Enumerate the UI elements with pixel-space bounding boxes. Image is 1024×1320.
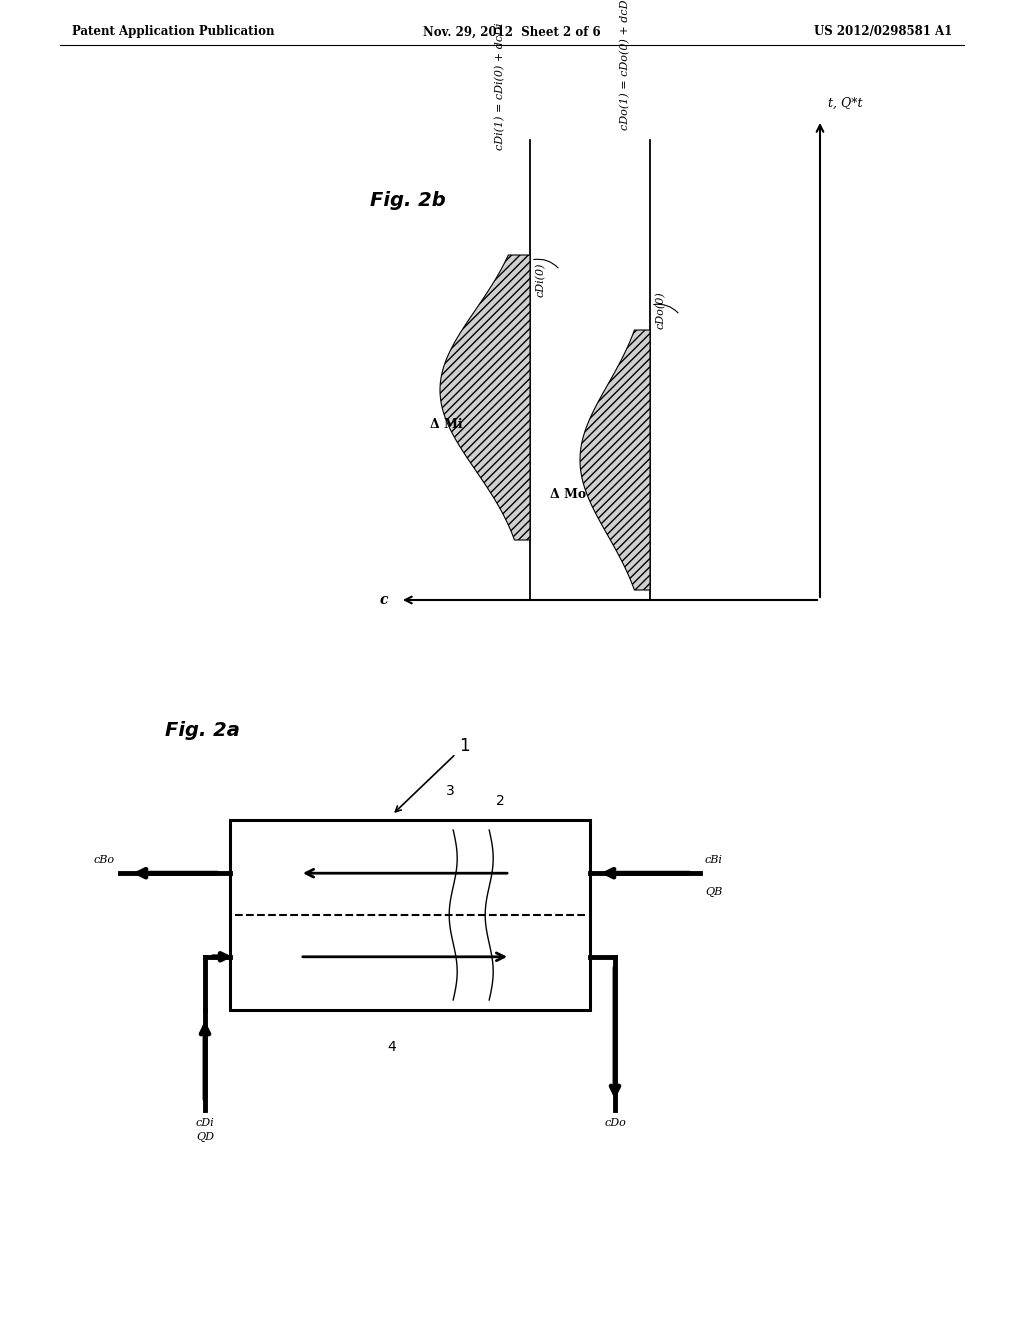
- Text: cDo(0): cDo(0): [655, 292, 666, 329]
- Text: t, Q*t: t, Q*t: [828, 96, 862, 110]
- Text: QD: QD: [196, 1133, 214, 1142]
- Text: Fig. 2a: Fig. 2a: [165, 721, 240, 739]
- Text: US 2012/0298581 A1: US 2012/0298581 A1: [814, 25, 952, 38]
- Text: Patent Application Publication: Patent Application Publication: [72, 25, 274, 38]
- Text: cDi: cDi: [196, 1118, 214, 1129]
- Text: cBo: cBo: [94, 855, 115, 865]
- Text: 1: 1: [395, 737, 469, 812]
- Text: Nov. 29, 2012  Sheet 2 of 6: Nov. 29, 2012 Sheet 2 of 6: [423, 25, 601, 38]
- Text: cBi: cBi: [705, 855, 723, 865]
- Polygon shape: [580, 330, 650, 590]
- Polygon shape: [440, 255, 530, 540]
- Text: cDi(0): cDi(0): [535, 263, 546, 297]
- Text: c: c: [380, 593, 388, 607]
- Text: cDo: cDo: [604, 1118, 626, 1129]
- Text: cDo(1) = cDo(0) + dcDo: cDo(1) = cDo(0) + dcDo: [620, 0, 630, 129]
- Text: Δ Mo: Δ Mo: [550, 488, 586, 502]
- Bar: [230, 820, 590, 1010]
- Text: 2: 2: [497, 795, 505, 808]
- Text: 3: 3: [446, 784, 455, 799]
- Text: 4: 4: [388, 1040, 396, 1053]
- Text: QB: QB: [705, 887, 722, 898]
- Text: Δ Mi: Δ Mi: [430, 418, 463, 432]
- Text: cDi(1) = cDi(0) + dcDi: cDi(1) = cDi(0) + dcDi: [495, 22, 505, 150]
- Text: Fig. 2b: Fig. 2b: [370, 190, 445, 210]
